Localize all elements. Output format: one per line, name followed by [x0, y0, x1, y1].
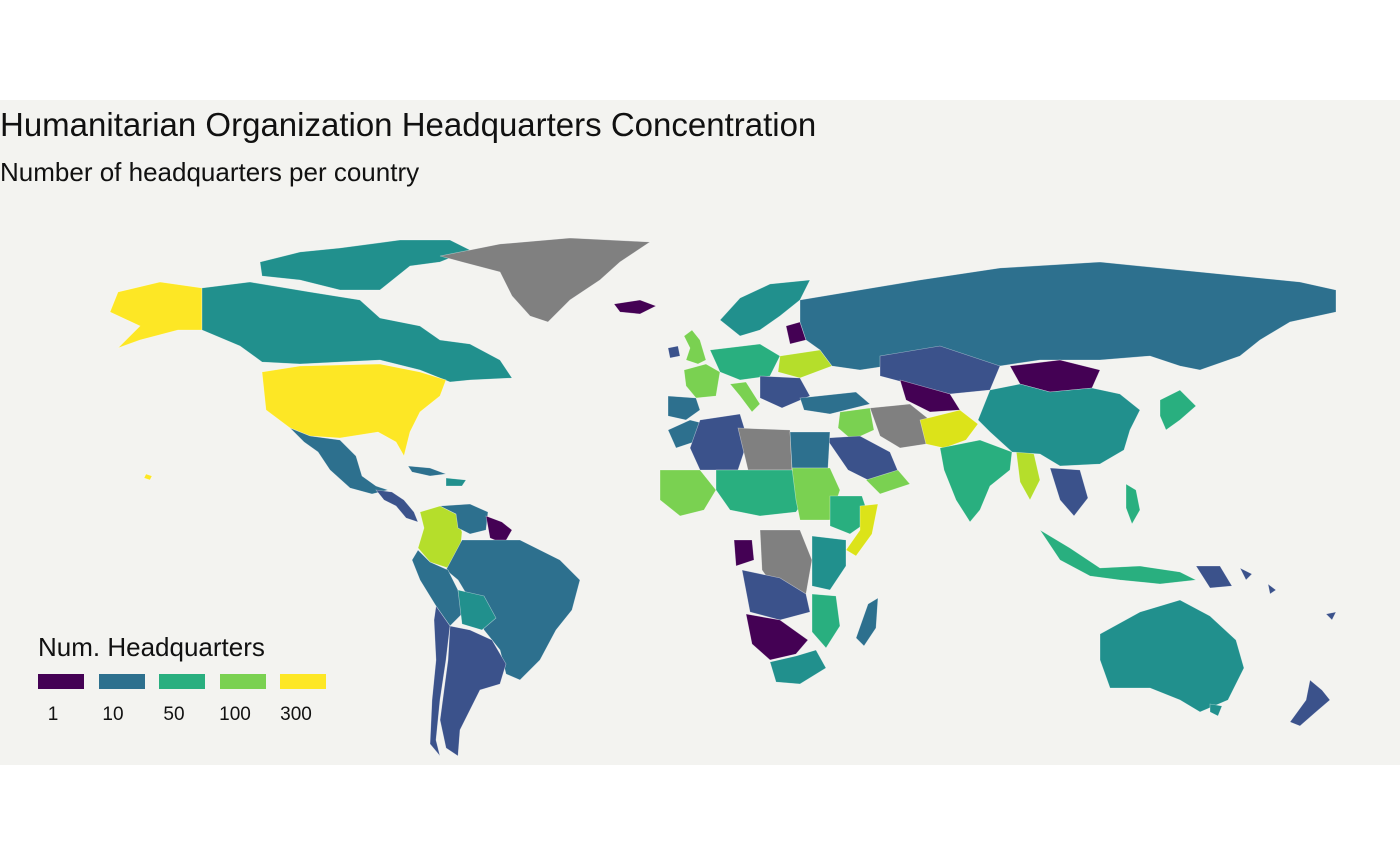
country-russia[interactable]: [799, 261, 1337, 371]
country-afghanistan-pakistan[interactable]: [919, 409, 979, 449]
country-somalia[interactable]: [845, 503, 879, 557]
legend-swatch-50: [159, 674, 205, 689]
country-kazakhstan[interactable]: [879, 345, 1001, 395]
color-legend: Num. Headquarters 1 10 50 100 300: [38, 632, 326, 725]
country-alaska[interactable]: [109, 281, 203, 349]
country-france[interactable]: [683, 363, 721, 399]
country-pacific-islands[interactable]: [1239, 567, 1337, 621]
legend-label-300: 300: [280, 704, 312, 725]
legend-swatch-1: [38, 674, 84, 689]
country-australia[interactable]: [1099, 599, 1245, 713]
country-namibia[interactable]: [745, 613, 809, 661]
country-central-europe[interactable]: [709, 343, 781, 381]
country-ireland[interactable]: [667, 345, 681, 359]
country-brazil[interactable]: [445, 539, 581, 681]
country-argentina[interactable]: [439, 625, 507, 757]
country-iberia[interactable]: [667, 395, 701, 421]
legend-label-50: 50: [163, 704, 185, 725]
country-egypt[interactable]: [789, 431, 831, 469]
country-philippines[interactable]: [1125, 483, 1141, 525]
legend-label-100: 100: [219, 704, 251, 725]
country-ukraine[interactable]: [777, 349, 833, 379]
country-venezuela[interactable]: [438, 503, 489, 535]
country-hawaii[interactable]: [143, 473, 153, 481]
country-guianas[interactable]: [485, 515, 513, 545]
map-subtitle: Number of headquarters per country: [0, 157, 420, 187]
country-eastern-europe[interactable]: [759, 375, 811, 409]
country-madagascar[interactable]: [855, 597, 879, 647]
country-turkey[interactable]: [799, 391, 871, 415]
legend-title: Num. Headquarters: [38, 632, 265, 662]
legend-swatch-300: [280, 674, 326, 689]
country-myanmar[interactable]: [1015, 449, 1041, 501]
legend-label-10: 10: [102, 704, 124, 725]
country-libya[interactable]: [737, 427, 793, 471]
country-iceland[interactable]: [613, 299, 657, 315]
country-uk[interactable]: [683, 329, 707, 365]
country-greenland[interactable]: [439, 237, 651, 323]
country-indonesia[interactable]: [1039, 529, 1198, 585]
country-cuba[interactable]: [407, 465, 447, 477]
country-central-asia[interactable]: [899, 379, 961, 413]
country-usa[interactable]: [261, 363, 447, 457]
country-west-africa[interactable]: [659, 469, 717, 517]
legend-swatch-100: [220, 674, 266, 689]
map-title: Humanitarian Organization Headquarters C…: [0, 106, 817, 143]
country-hispaniola[interactable]: [445, 477, 467, 487]
country-central-america[interactable]: [375, 489, 419, 523]
country-mexico[interactable]: [289, 427, 390, 495]
country-yemen-oman[interactable]: [865, 469, 911, 495]
country-southeast-asia[interactable]: [1049, 467, 1089, 517]
country-gabon-congo[interactable]: [733, 539, 755, 567]
country-canada[interactable]: [201, 281, 513, 383]
country-tasmania[interactable]: [1209, 703, 1223, 717]
legend-swatch-10: [99, 674, 145, 689]
country-china[interactable]: [977, 383, 1141, 467]
country-iraq-syria[interactable]: [837, 407, 875, 441]
country-iran[interactable]: [869, 403, 931, 449]
country-angola-zambia[interactable]: [741, 569, 811, 621]
country-korea-japan[interactable]: [1159, 389, 1197, 431]
country-italy[interactable]: [729, 381, 761, 413]
country-east-africa[interactable]: [811, 535, 847, 591]
country-mozambique[interactable]: [811, 593, 841, 649]
country-india[interactable]: [939, 439, 1013, 523]
country-south-africa[interactable]: [769, 649, 827, 685]
world-choropleth-map: [109, 237, 1337, 757]
country-bolivia[interactable]: [457, 589, 497, 631]
legend-label-1: 1: [47, 704, 59, 725]
country-chile[interactable]: [429, 605, 451, 757]
country-papua-new-guinea[interactable]: [1195, 565, 1233, 589]
country-peru[interactable]: [411, 549, 463, 627]
country-new-zealand[interactable]: [1289, 679, 1331, 727]
country-canada-islands[interactable]: [259, 239, 471, 291]
